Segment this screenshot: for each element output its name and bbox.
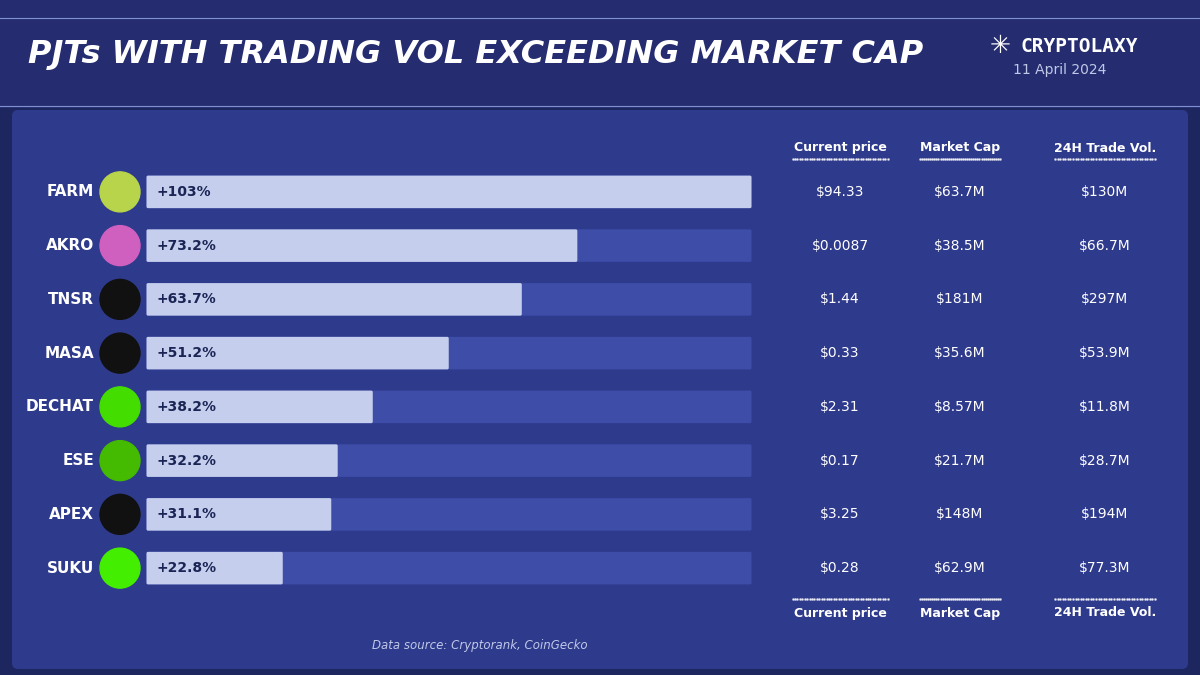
FancyBboxPatch shape — [146, 176, 751, 208]
Text: $0.33: $0.33 — [821, 346, 859, 360]
Text: $0.28: $0.28 — [820, 561, 860, 575]
Text: FARM: FARM — [47, 184, 94, 199]
Circle shape — [100, 441, 140, 481]
Text: 24H Trade Vol.: 24H Trade Vol. — [1054, 142, 1156, 155]
Text: +32.2%: +32.2% — [156, 454, 216, 468]
Text: +103%: +103% — [156, 185, 211, 199]
Text: TNSR: TNSR — [48, 292, 94, 307]
Text: MASA: MASA — [44, 346, 94, 360]
Text: DECHAT: DECHAT — [26, 400, 94, 414]
FancyBboxPatch shape — [146, 391, 751, 423]
Text: $63.7M: $63.7M — [934, 185, 986, 199]
Text: +63.7%: +63.7% — [156, 292, 216, 306]
Bar — [0, 0, 1200, 108]
Text: $297M: $297M — [1081, 292, 1129, 306]
Circle shape — [100, 387, 140, 427]
FancyBboxPatch shape — [12, 110, 1188, 669]
Text: +51.2%: +51.2% — [156, 346, 216, 360]
Text: AKRO: AKRO — [46, 238, 94, 253]
Text: 24H Trade Vol.: 24H Trade Vol. — [1054, 607, 1156, 620]
FancyBboxPatch shape — [146, 498, 331, 531]
Text: $3.25: $3.25 — [821, 508, 859, 521]
Text: $0.0087: $0.0087 — [811, 239, 869, 252]
FancyBboxPatch shape — [146, 444, 337, 477]
Text: +38.2%: +38.2% — [156, 400, 216, 414]
FancyBboxPatch shape — [146, 176, 751, 208]
Circle shape — [100, 548, 140, 588]
Circle shape — [100, 333, 140, 373]
Text: CRYPTOLAXY: CRYPTOLAXY — [1020, 36, 1138, 55]
Text: $28.7M: $28.7M — [1079, 454, 1130, 468]
Text: +73.2%: +73.2% — [156, 239, 216, 252]
Circle shape — [100, 225, 140, 266]
Text: Current price: Current price — [793, 142, 887, 155]
Text: $0.17: $0.17 — [820, 454, 860, 468]
Text: +22.8%: +22.8% — [156, 561, 216, 575]
FancyBboxPatch shape — [146, 498, 751, 531]
Text: $66.7M: $66.7M — [1079, 239, 1130, 252]
Text: $8.57M: $8.57M — [934, 400, 986, 414]
FancyBboxPatch shape — [146, 391, 373, 423]
Text: $194M: $194M — [1081, 508, 1129, 521]
Text: +31.1%: +31.1% — [156, 508, 216, 521]
Text: $11.8M: $11.8M — [1079, 400, 1130, 414]
FancyBboxPatch shape — [146, 283, 522, 316]
FancyBboxPatch shape — [146, 444, 751, 477]
FancyBboxPatch shape — [146, 230, 751, 262]
Text: $181M: $181M — [936, 292, 984, 306]
Text: Data source: Cryptorank, CoinGecko: Data source: Cryptorank, CoinGecko — [372, 639, 588, 651]
Text: $2.31: $2.31 — [820, 400, 860, 414]
Text: $130M: $130M — [1081, 185, 1129, 199]
Text: $62.9M: $62.9M — [934, 561, 986, 575]
Text: Market Cap: Market Cap — [920, 142, 1000, 155]
Text: $148M: $148M — [936, 508, 984, 521]
Text: ✳: ✳ — [990, 34, 1010, 58]
FancyBboxPatch shape — [146, 552, 283, 585]
FancyBboxPatch shape — [146, 337, 449, 369]
Circle shape — [100, 494, 140, 535]
Text: ESE: ESE — [62, 453, 94, 468]
Text: $77.3M: $77.3M — [1079, 561, 1130, 575]
Text: Market Cap: Market Cap — [920, 607, 1000, 620]
Text: SUKU: SUKU — [47, 561, 94, 576]
Text: $21.7M: $21.7M — [934, 454, 986, 468]
Text: $53.9M: $53.9M — [1079, 346, 1130, 360]
FancyBboxPatch shape — [146, 337, 751, 369]
Text: $1.44: $1.44 — [820, 292, 860, 306]
FancyBboxPatch shape — [146, 552, 751, 585]
Text: APEX: APEX — [49, 507, 94, 522]
FancyBboxPatch shape — [146, 283, 751, 316]
Text: Current price: Current price — [793, 607, 887, 620]
Text: 11 April 2024: 11 April 2024 — [1013, 63, 1106, 77]
Text: $35.6M: $35.6M — [934, 346, 986, 360]
Text: $38.5M: $38.5M — [934, 239, 986, 252]
Text: $94.33: $94.33 — [816, 185, 864, 199]
FancyBboxPatch shape — [146, 230, 577, 262]
Circle shape — [100, 172, 140, 212]
Circle shape — [100, 279, 140, 319]
Text: PJTs WITH TRADING VOL EXCEEDING MARKET CAP: PJTs WITH TRADING VOL EXCEEDING MARKET C… — [28, 38, 923, 70]
